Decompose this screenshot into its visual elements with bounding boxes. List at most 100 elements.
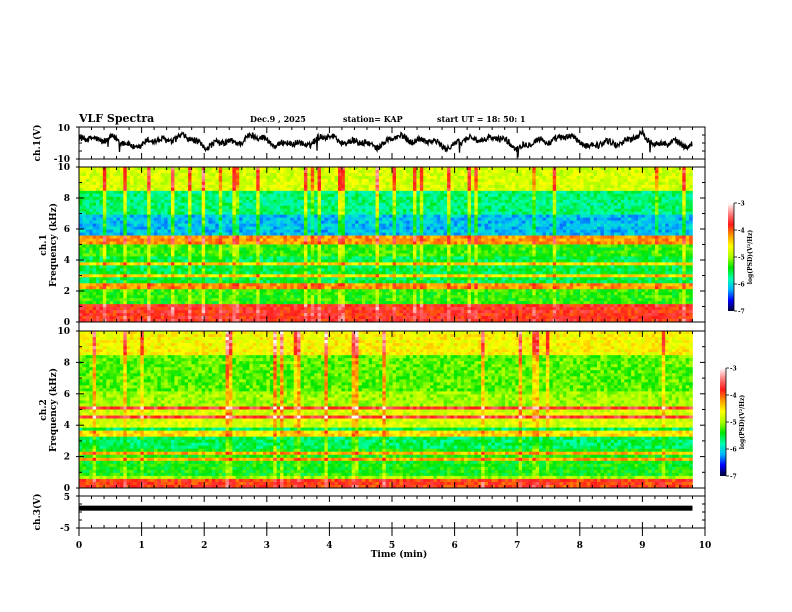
spectrogram-cell (406, 221, 410, 224)
spectrogram-cell (587, 182, 591, 185)
spectrogram-cell (287, 245, 291, 248)
spectrogram-cell (103, 200, 107, 203)
spectrogram-cell (331, 245, 335, 248)
spectrogram-cell (120, 182, 124, 185)
spectrogram-cell (563, 197, 567, 200)
spectrogram-cell (253, 233, 257, 236)
spectrogram-cell (331, 247, 335, 250)
spectrogram-cell (655, 230, 659, 233)
spectrogram-cell (444, 239, 448, 242)
spectrogram-cell (468, 197, 472, 200)
spectrogram-cell (79, 218, 83, 221)
spectrogram-cell (369, 176, 373, 179)
spectrogram-cell (655, 197, 659, 200)
spectrogram-cell (611, 182, 615, 185)
spectrogram-cell (471, 245, 475, 248)
spectrogram-cell (474, 188, 478, 191)
spectrogram-cell (290, 197, 294, 200)
spectrogram-cell (232, 247, 236, 250)
spectrogram-cell (137, 233, 141, 236)
spectrogram-cell (393, 206, 397, 209)
spectrogram-cell (672, 230, 676, 233)
spectrogram-cell (205, 170, 209, 173)
spectrogram-cell (652, 203, 656, 206)
spectrogram-cell (287, 242, 291, 245)
spectrogram-cell (631, 173, 635, 176)
spectrogram-cell (198, 239, 202, 242)
spectrogram-cell (658, 233, 662, 236)
spectrogram-cell (188, 200, 192, 203)
spectrogram-cell (437, 247, 441, 250)
spectrogram-cell (427, 233, 431, 236)
spectrogram-cell (553, 224, 557, 227)
spectrogram-cell (594, 197, 598, 200)
spectrogram-cell (191, 170, 195, 173)
spectrogram-cell (433, 182, 437, 185)
spectrogram-cell (239, 209, 243, 212)
spectrogram-cell (471, 239, 475, 242)
spectrogram-cell (440, 182, 444, 185)
spectrogram-cell (181, 224, 185, 227)
spectrogram-cell (539, 182, 543, 185)
spectrogram-cell (468, 215, 472, 218)
spectrogram-cell (389, 194, 393, 197)
spectrogram-cell (549, 182, 553, 185)
spectrogram-cell (583, 233, 587, 236)
spectrogram-cell (185, 247, 189, 250)
spectrogram-cell (440, 227, 444, 230)
spectrogram-cell (457, 203, 461, 206)
spectrogram-cell (624, 218, 628, 221)
spectrogram-cell (645, 221, 649, 224)
spectrogram-cell (631, 197, 635, 200)
spectrogram-cell (549, 242, 553, 245)
spectrogram-cell (294, 200, 298, 203)
spectrogram-cell (679, 188, 683, 191)
spectrogram-cell (352, 197, 356, 200)
spectrogram-cell (505, 200, 509, 203)
spectrogram-cell (379, 179, 383, 182)
spectrogram-cell (362, 179, 366, 182)
spectrogram-cell (338, 227, 342, 230)
spectrogram-cell (181, 182, 185, 185)
spectrogram-cell (611, 209, 615, 212)
spectrogram-cell (89, 247, 93, 250)
spectrogram-cell (294, 203, 298, 206)
spectrogram-cell (686, 227, 690, 230)
spectrogram-cell (423, 236, 427, 239)
spectrogram-cell (147, 197, 151, 200)
spectrogram-cell (174, 247, 178, 250)
spectrogram-cell (519, 233, 523, 236)
spectrogram-cell (215, 233, 219, 236)
spectrogram-cell (116, 247, 120, 250)
spectrogram-cell (481, 224, 485, 227)
spectrogram-cell (621, 236, 625, 239)
spectrogram-cell (185, 230, 189, 233)
spectrogram-cell (318, 209, 322, 212)
spectrogram-cell (645, 218, 649, 221)
spectrogram-cell (205, 179, 209, 182)
spectrogram-cell (543, 203, 547, 206)
spectrogram-cell (662, 206, 666, 209)
spectrogram-cell (188, 212, 192, 215)
spectrogram-cell (583, 236, 587, 239)
spectrogram-cell (294, 191, 298, 194)
spectrogram-cell (379, 203, 383, 206)
spectrogram-cell (372, 224, 376, 227)
spectrogram-cell (566, 176, 570, 179)
spectrogram-cell (478, 197, 482, 200)
spectrogram-cell (396, 191, 400, 194)
spectrogram-cell (376, 247, 380, 250)
spectrogram-cell (600, 200, 604, 203)
spectrogram-cell (549, 194, 553, 197)
spectrogram-cell (365, 200, 369, 203)
spectrogram-cell (256, 179, 260, 182)
spectrogram-cell (229, 233, 233, 236)
spectrogram-cell (260, 176, 264, 179)
spectrogram-cell (430, 230, 434, 233)
spectrogram-cell (164, 224, 168, 227)
spectrogram-cell (154, 247, 158, 250)
spectrogram-cell (301, 203, 305, 206)
spectrogram-cell (491, 197, 495, 200)
spectrogram-cell (127, 194, 131, 197)
spectrogram-cell (560, 173, 564, 176)
